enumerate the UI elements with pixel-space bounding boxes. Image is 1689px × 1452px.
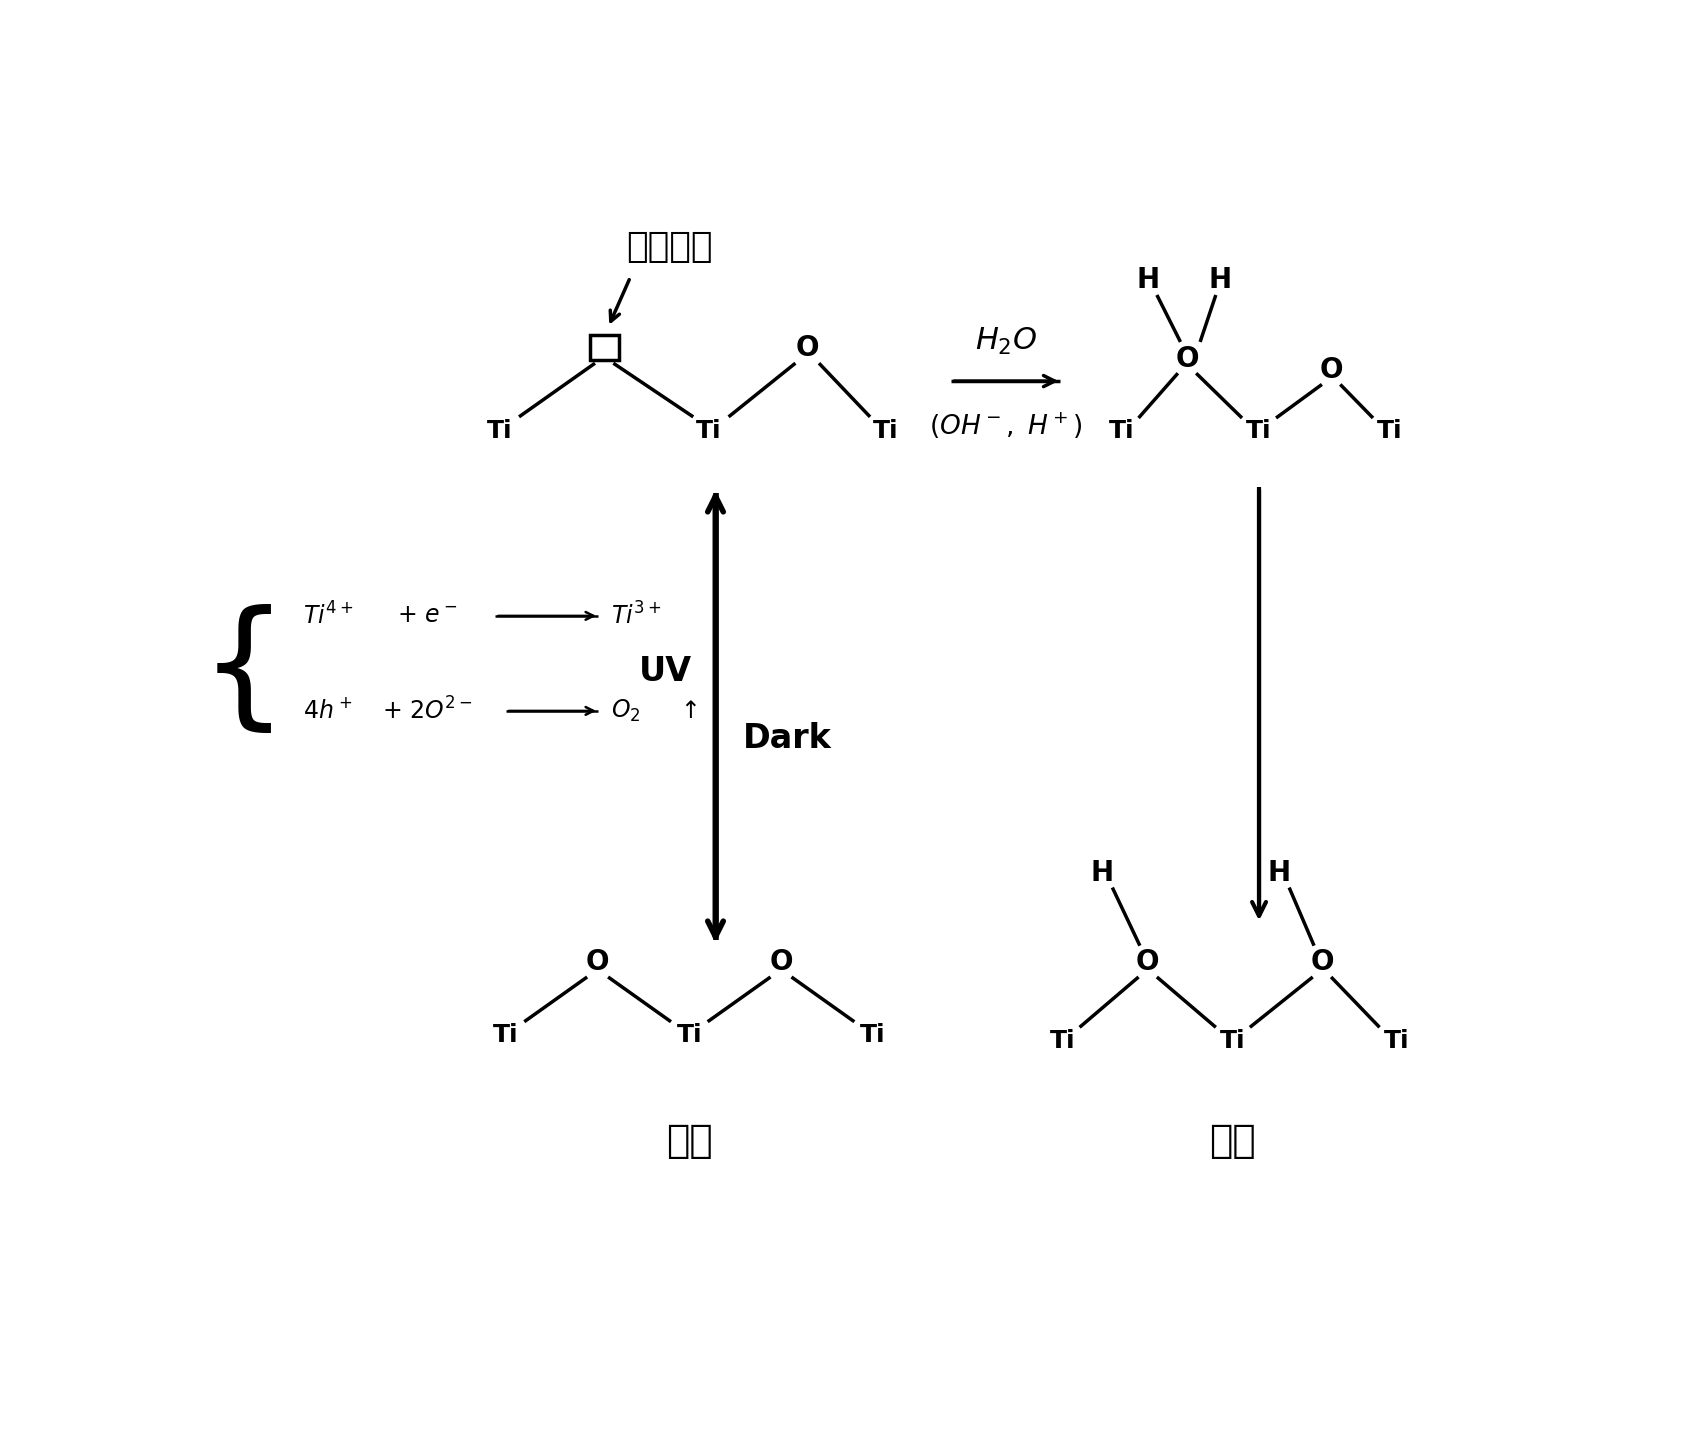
Text: O: O xyxy=(1309,948,1333,976)
Text: O: O xyxy=(1319,356,1343,383)
Text: $+\ e^-$: $+\ e^-$ xyxy=(397,604,458,627)
Text: UV: UV xyxy=(638,655,692,688)
Text: 산소결함: 산소결함 xyxy=(627,229,713,264)
Text: O: O xyxy=(1135,948,1159,976)
Text: $4h^+$: $4h^+$ xyxy=(302,698,351,723)
Text: Ti: Ti xyxy=(1108,420,1133,443)
Text: O: O xyxy=(796,334,819,362)
Text: H: H xyxy=(1208,267,1231,295)
Text: O: O xyxy=(768,948,792,976)
Text: Ti: Ti xyxy=(860,1024,885,1047)
Text: 발수: 발수 xyxy=(665,1122,713,1160)
Text: Ti: Ti xyxy=(676,1024,701,1047)
Text: Ti: Ti xyxy=(486,420,512,443)
Text: H: H xyxy=(1267,860,1289,887)
Text: Ti: Ti xyxy=(1245,420,1272,443)
Text: $O_2$: $O_2$ xyxy=(610,698,640,725)
Text: Ti: Ti xyxy=(873,420,899,443)
Text: $(OH^-,\ H^+)$: $(OH^-,\ H^+)$ xyxy=(929,411,1081,441)
Text: O: O xyxy=(1174,344,1198,373)
Text: $+\ 2O^{2-}$: $+\ 2O^{2-}$ xyxy=(382,697,471,725)
Text: Ti: Ti xyxy=(1383,1028,1409,1053)
Text: Ti: Ti xyxy=(1377,420,1402,443)
Text: $H_2O$: $H_2O$ xyxy=(975,327,1035,357)
Text: H: H xyxy=(1135,267,1159,295)
Text: Dark: Dark xyxy=(743,722,831,755)
Text: Ti: Ti xyxy=(1219,1028,1245,1053)
Text: {: { xyxy=(199,604,287,739)
Text: Ti: Ti xyxy=(1049,1028,1074,1053)
Text: $Ti^{3+}$: $Ti^{3+}$ xyxy=(610,603,660,630)
Text: Ti: Ti xyxy=(493,1024,519,1047)
Text: 친수: 친수 xyxy=(1209,1122,1255,1160)
Text: H: H xyxy=(1089,860,1113,887)
Text: O: O xyxy=(586,948,610,976)
Text: Ti: Ti xyxy=(696,420,721,443)
Text: $\uparrow$: $\uparrow$ xyxy=(676,698,698,723)
Bar xyxy=(589,335,618,360)
Text: $Ti^{4+}$: $Ti^{4+}$ xyxy=(302,603,353,630)
